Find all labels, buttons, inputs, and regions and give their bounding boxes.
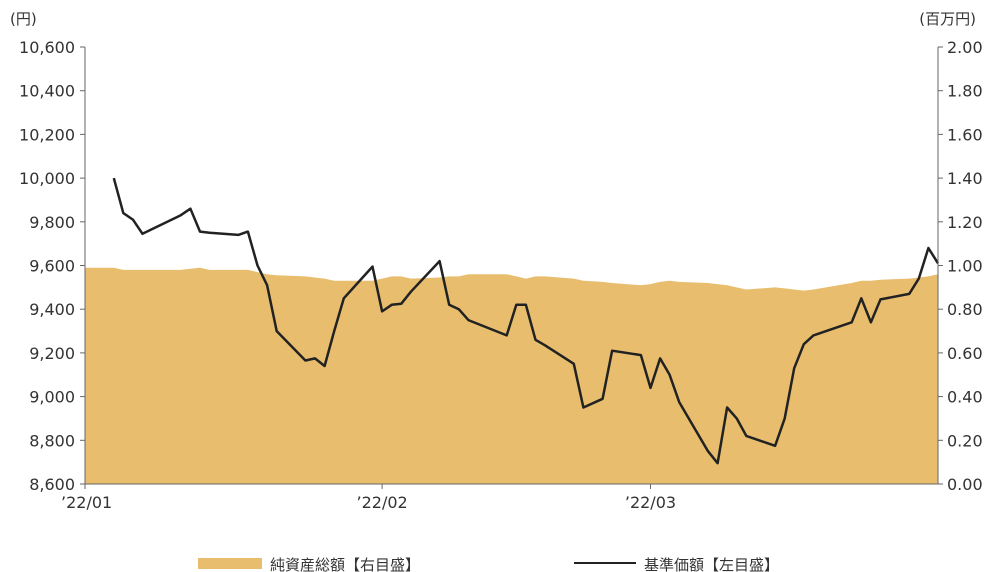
right-tick-label: 0.00 — [947, 475, 983, 494]
x-tick-label: ’22/02 — [357, 493, 408, 512]
left-tick-label: 9,600 — [29, 257, 75, 276]
legend: 純資産総額【右目盛】 基準価額【左目盛】 — [198, 556, 779, 572]
right-axis-unit: (百万円) — [919, 10, 976, 28]
left-tick-label: 10,000 — [19, 169, 75, 188]
nav-line — [112, 177, 940, 465]
legend-label-net-assets: 純資産総額【右目盛】 — [270, 556, 420, 572]
right-tick-label: 1.80 — [947, 82, 983, 101]
left-tick-label: 10,600 — [19, 38, 75, 57]
left-tick-label: 8,800 — [29, 431, 75, 450]
axes: (円) (百万円) — [10, 10, 976, 485]
left-axis-unit: (円) — [10, 10, 37, 28]
right-tick-label: 1.00 — [947, 257, 983, 276]
left-tick-labels: 8,600 8,800 9,000 9,200 9,400 9,600 9,800 10,00… — [19, 38, 85, 494]
right-tick-labels: 0.00 0.20 0.40 0.60 0.80 1.00 1.20 1.40 1.60 1.80… — [938, 38, 983, 494]
legend-label-nav: 基準価額【左目盛】 — [644, 556, 779, 572]
right-tick-label: 1.40 — [947, 169, 983, 188]
x-tick-label: ’22/03 — [625, 493, 676, 512]
right-tick-label: 0.80 — [947, 300, 983, 319]
left-tick-label: 9,800 — [29, 213, 75, 232]
plot-area — [85, 177, 940, 484]
right-tick-label: 1.20 — [947, 213, 983, 232]
left-tick-label: 9,400 — [29, 300, 75, 319]
x-tick-labels: ’22/01 ’22/02 ’22/03 — [61, 484, 676, 512]
right-tick-label: 0.60 — [947, 344, 983, 363]
left-tick-label: 9,000 — [29, 388, 75, 407]
right-tick-label: 1.60 — [947, 125, 983, 144]
left-tick-label: 10,200 — [19, 125, 75, 144]
net-assets-area — [85, 267, 938, 484]
x-tick-label: ’22/01 — [61, 493, 112, 512]
left-tick-label: 10,400 — [19, 82, 75, 101]
right-tick-label: 2.00 — [947, 38, 983, 57]
right-tick-label: 0.20 — [947, 431, 983, 450]
right-tick-label: 0.40 — [947, 388, 983, 407]
left-tick-label: 8,600 — [29, 475, 75, 494]
left-tick-label: 9,200 — [29, 344, 75, 363]
legend-swatch-net-assets — [198, 558, 262, 569]
